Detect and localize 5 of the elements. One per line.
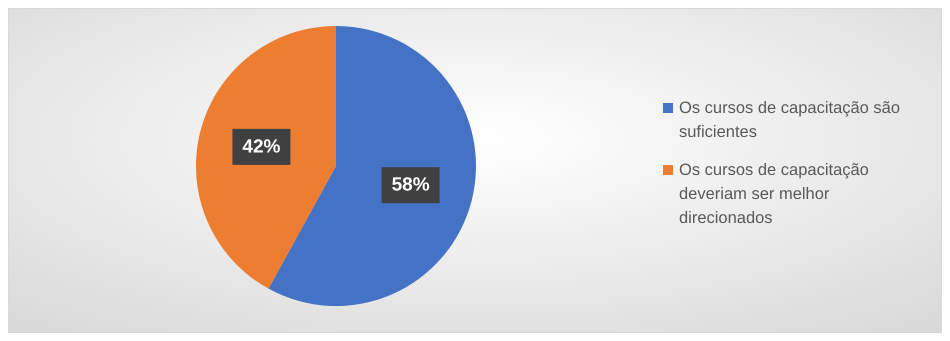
pie-slice xyxy=(196,26,336,289)
data-label: 58% xyxy=(392,174,430,196)
data-label: 42% xyxy=(242,136,281,158)
legend-label: Os cursos de capacitação deveriam ser melhor direcionados xyxy=(679,161,869,227)
legend-label: Os cursos de capacitação são suficientes xyxy=(679,99,900,141)
